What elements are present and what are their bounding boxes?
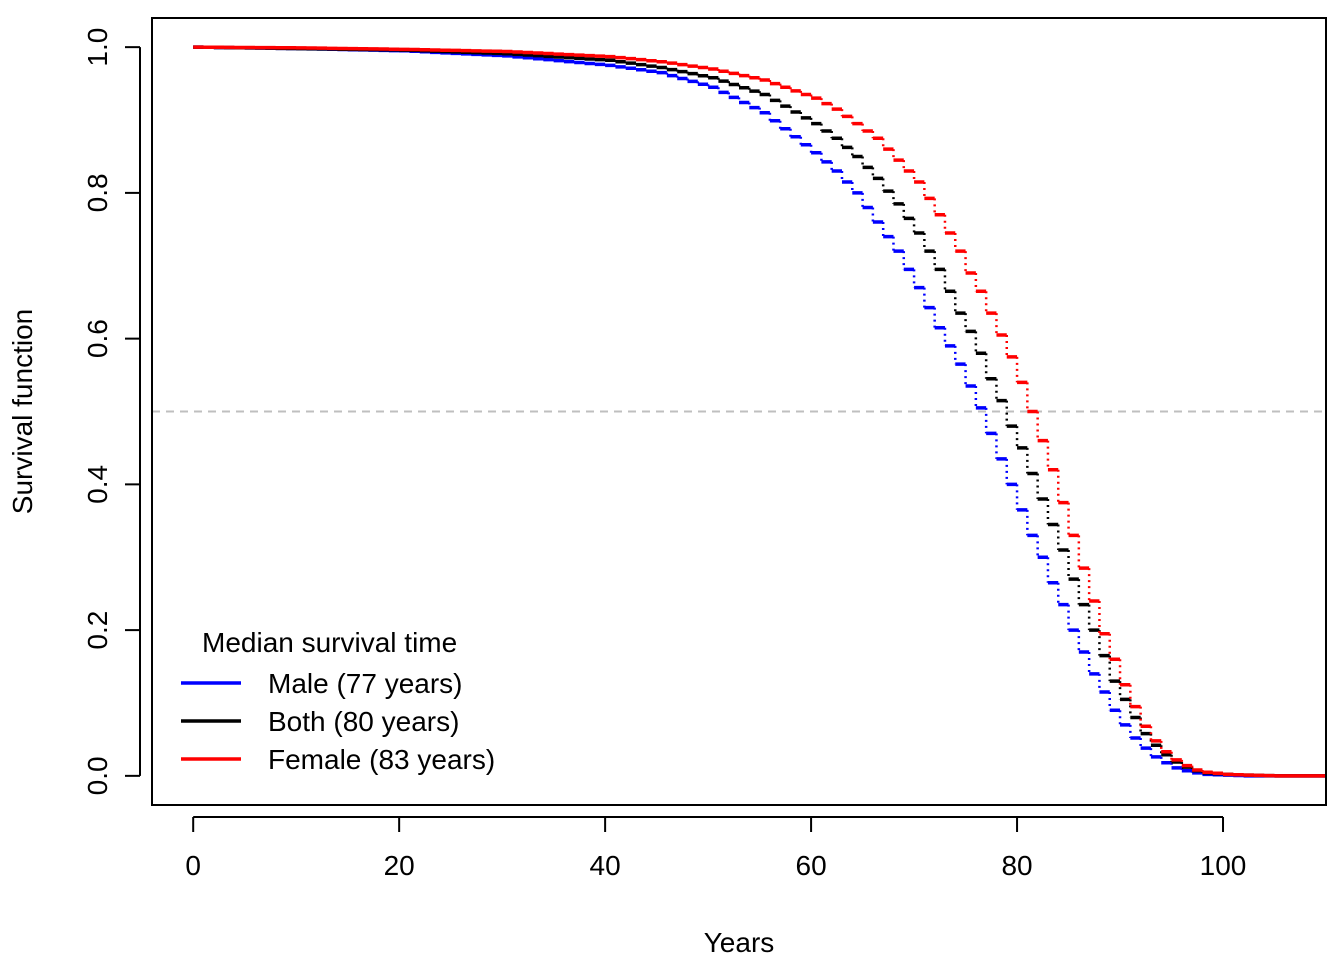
series-drops [202, 47, 1276, 776]
y-tick-label: 0.0 [82, 756, 113, 795]
x-axis: 0 20 40 60 80 100 [185, 816, 1247, 881]
series-drops [202, 47, 1276, 776]
legend-title: Median survival time [202, 627, 457, 658]
x-tick-label: 20 [384, 850, 415, 881]
series-steps [193, 45, 1326, 778]
series-female [193, 45, 1326, 778]
legend-entry: Female (83 years) [268, 744, 495, 775]
y-axis: 0.0 0.2 0.4 0.6 0.8 1.0 [82, 28, 141, 795]
y-tick-label: 1.0 [82, 28, 113, 67]
x-tick-label: 40 [590, 850, 621, 881]
y-axis-title: Survival function [7, 309, 38, 514]
y-tick-label: 0.6 [82, 319, 113, 358]
legend-entry: Both (80 years) [268, 706, 459, 737]
legend-entry: Male (77 years) [268, 668, 463, 699]
series-layer [193, 45, 1326, 778]
x-tick-label: 0 [185, 850, 201, 881]
y-tick-label: 0.4 [82, 465, 113, 504]
y-tick-label: 0.2 [82, 611, 113, 650]
series-drops [202, 47, 1245, 776]
legend: Median survival time Male (77 years) Both… [181, 627, 495, 775]
x-tick-label: 100 [1200, 850, 1247, 881]
x-axis-title: Years [704, 927, 775, 958]
x-tick-label: 60 [796, 850, 827, 881]
x-tick-label: 80 [1001, 850, 1032, 881]
plot-frame [151, 17, 1327, 806]
y-tick-label: 0.8 [82, 173, 113, 212]
